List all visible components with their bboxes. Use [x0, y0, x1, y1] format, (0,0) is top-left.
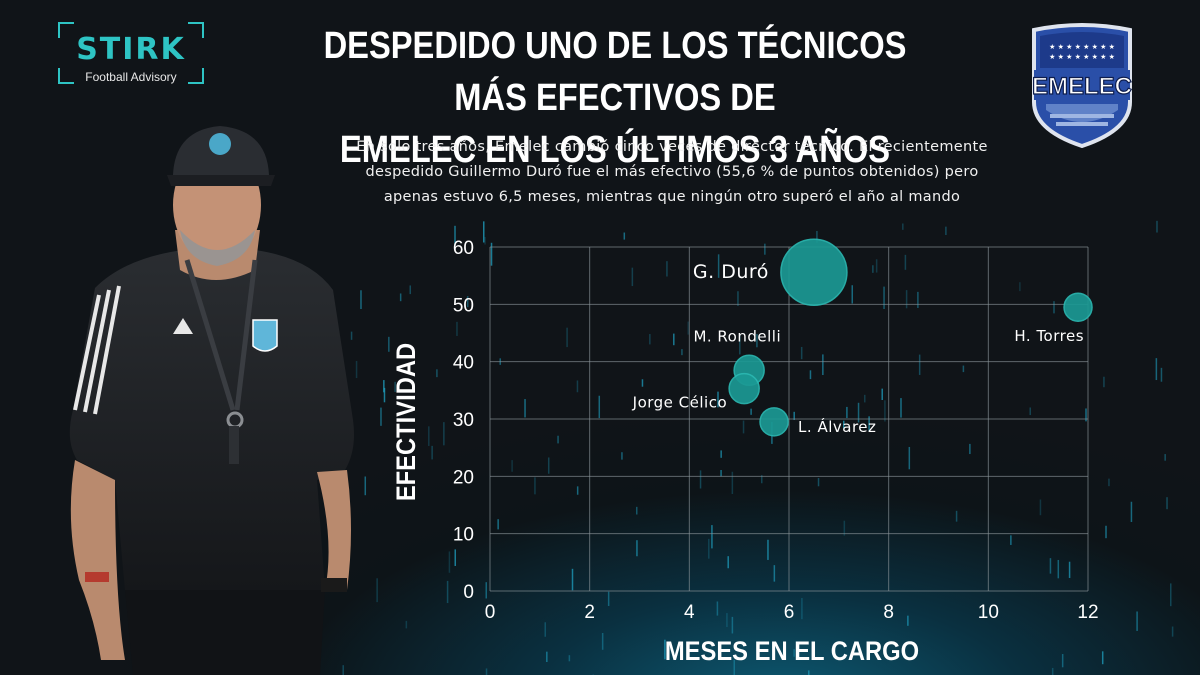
- svg-text:★ ★ ★ ★ ★ ★ ★ ★: ★ ★ ★ ★ ★ ★ ★ ★: [1049, 43, 1115, 51]
- svg-text:★ ★ ★ ★ ★ ★ ★ ★: ★ ★ ★ ★ ★ ★ ★ ★: [1049, 53, 1115, 61]
- title-line-1: DESPEDIDO UNO DE LOS TÉCNICOS MÁS EFECTI…: [323, 25, 907, 119]
- y-tick-label: 0: [463, 582, 474, 603]
- stirk-logo: STIRK Football Advisory: [58, 22, 204, 84]
- x-tick-label: 8: [883, 602, 894, 623]
- page-title: DESPEDIDO UNO DE LOS TÉCNICOS MÁS EFECTI…: [297, 20, 933, 176]
- chart-grid: [489, 246, 1089, 592]
- crest-stars: ★ ★ ★ ★ ★ ★ ★ ★ ★ ★ ★ ★ ★ ★ ★ ★: [1049, 43, 1115, 61]
- subtitle-line-3: apenas estuvo 6,5 meses, mientras que ni…: [383, 189, 961, 205]
- subtitle: En solo tres años, Emelec cambió cinco v…: [320, 135, 1024, 210]
- x-tick-label: 12: [1077, 602, 1098, 623]
- x-tick-label: 2: [584, 602, 595, 623]
- bubble-label: M. Rondelli: [693, 327, 781, 345]
- bubble-label: G. Duró: [693, 261, 769, 283]
- x-tick-label: 6: [784, 602, 795, 623]
- x-tick-label: 4: [684, 602, 695, 623]
- logo-wordmark: STIRK: [76, 32, 186, 67]
- title-line-2: EMELEC EN LOS ÚLTIMOS 3 AÑOS: [339, 129, 891, 171]
- subtitle-line-2: despedido Guillermo Duró fue el más efec…: [365, 164, 979, 180]
- bubble-point: [1063, 292, 1093, 322]
- bubble-point: [759, 407, 789, 437]
- y-axis-title: EFECTIVIDAD: [392, 343, 422, 501]
- chart-point-labels: G. Duró H. Torres M. Rondelli Jorge Célico L…: [632, 261, 1084, 436]
- crest-text: EMELEC: [1032, 73, 1132, 100]
- chart-bubbles: [728, 238, 1093, 437]
- coach-photo: [69, 126, 355, 675]
- y-tick-label: 10: [453, 525, 474, 546]
- bubble-label: Jorge Célico: [632, 394, 727, 412]
- subtitle-line-1: En solo tres años, Emelec cambió cinco v…: [356, 139, 988, 155]
- bubble-point: [780, 238, 848, 306]
- bubble-label: H. Torres: [1014, 327, 1084, 345]
- bubble-chart: 0 10 20 30 40 50 60 0 2 4 6 8 10 12 G. Duró H. Torres…: [392, 238, 1099, 667]
- y-tick-label: 50: [453, 295, 474, 316]
- y-axis-ticks: 0 10 20 30 40 50 60: [453, 238, 474, 603]
- x-tick-label: 0: [485, 602, 496, 623]
- y-tick-label: 20: [453, 467, 474, 488]
- logo-tagline: Football Advisory: [85, 70, 177, 84]
- bubble-label: L. Álvarez: [798, 417, 876, 436]
- y-tick-label: 30: [453, 410, 474, 431]
- x-tick-label: 10: [978, 602, 999, 623]
- emelec-crest-icon: ★ ★ ★ ★ ★ ★ ★ ★ ★ ★ ★ ★ ★ ★ ★ ★ EMELEC: [1031, 23, 1133, 148]
- y-tick-label: 60: [453, 238, 474, 259]
- x-axis-ticks: 0 2 4 6 8 10 12: [485, 602, 1099, 623]
- y-tick-label: 40: [453, 353, 474, 374]
- bubble-point: [728, 372, 760, 405]
- x-axis-title: MESES EN EL CARGO: [665, 637, 919, 667]
